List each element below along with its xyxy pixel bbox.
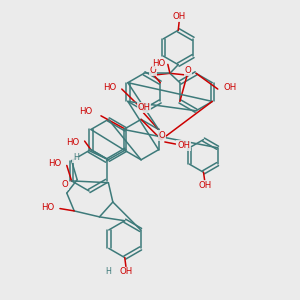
Text: O: O (149, 66, 156, 75)
Text: O: O (61, 180, 68, 189)
Text: O: O (185, 66, 192, 75)
Text: OH: OH (224, 83, 237, 92)
Text: OH: OH (198, 181, 211, 190)
Text: HO: HO (66, 138, 79, 147)
Text: HO: HO (41, 203, 54, 212)
Text: OH: OH (177, 141, 190, 150)
Text: H: H (73, 153, 79, 162)
Text: HO: HO (80, 107, 93, 116)
Text: H: H (106, 267, 111, 276)
Text: HO: HO (48, 159, 62, 168)
Text: HO: HO (103, 83, 116, 92)
Text: OH: OH (119, 267, 133, 276)
Text: OH: OH (138, 103, 151, 112)
Text: O: O (159, 131, 166, 140)
Text: OH: OH (172, 12, 186, 21)
Text: HO: HO (152, 59, 166, 68)
